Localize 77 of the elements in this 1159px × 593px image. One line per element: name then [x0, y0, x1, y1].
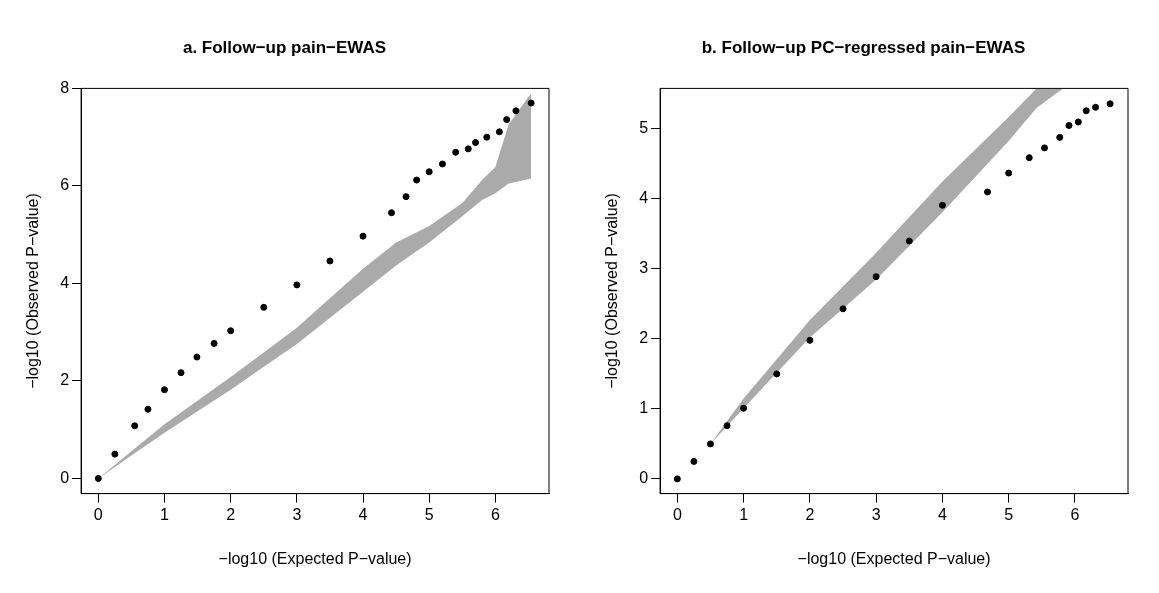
point: [527, 99, 535, 107]
point: [293, 281, 301, 289]
point: [177, 369, 185, 377]
y-tick-label: 2: [639, 329, 649, 347]
x-tick-label: 1: [739, 505, 749, 523]
y-tick-label: 1: [639, 399, 649, 417]
point: [673, 475, 681, 483]
x-tick-label: 2: [805, 505, 815, 523]
x-tick-label: 4: [937, 505, 947, 523]
x-tick-label: 5: [424, 505, 434, 523]
point: [1092, 103, 1100, 111]
y-tick-label: 8: [60, 78, 70, 96]
point: [111, 450, 119, 458]
y-tick-label: 4: [639, 189, 649, 207]
point: [472, 139, 480, 147]
x-axis-title: −log10 (Expected P−value): [797, 549, 991, 567]
y-tick-label: 2: [60, 371, 70, 389]
point: [740, 404, 748, 412]
point: [402, 193, 410, 201]
point: [938, 201, 946, 209]
point: [160, 386, 168, 394]
point: [131, 422, 139, 430]
point: [1056, 133, 1064, 141]
y-tick-label: 4: [60, 273, 70, 291]
y-tick-label: 6: [60, 176, 70, 194]
point: [872, 273, 880, 281]
point: [905, 237, 913, 245]
point: [1106, 100, 1114, 108]
x-tick-label: 2: [226, 505, 236, 523]
point: [690, 457, 698, 465]
point: [438, 160, 446, 168]
chart-title: b. Follow−up PC−regressed pain−EWAS: [701, 37, 1026, 57]
x-tick-label: 0: [93, 505, 103, 523]
y-tick-label: 0: [60, 468, 70, 486]
x-tick-label: 4: [358, 505, 368, 523]
x-tick-label: 3: [871, 505, 881, 523]
point: [706, 440, 714, 448]
y-tick-label: 5: [639, 119, 649, 137]
point: [839, 305, 847, 313]
point: [1065, 121, 1073, 129]
point: [144, 405, 152, 413]
x-tick-label: 1: [160, 505, 170, 523]
y-axis-title: −log10 (Observed P−value): [603, 193, 621, 389]
point: [773, 370, 781, 378]
y-tick-label: 0: [639, 469, 649, 487]
y-axis-title: −log10 (Observed P−value): [24, 193, 42, 389]
point: [495, 128, 503, 136]
point: [210, 339, 218, 347]
point: [512, 107, 520, 115]
point: [1082, 107, 1090, 115]
point: [1040, 144, 1048, 152]
point: [425, 168, 433, 176]
point: [1025, 154, 1033, 162]
point: [359, 232, 367, 240]
point: [326, 257, 334, 265]
point: [806, 336, 814, 344]
x-tick-label: 6: [1070, 505, 1080, 523]
point: [1074, 118, 1082, 126]
point: [1005, 169, 1013, 177]
point: [723, 422, 731, 430]
point: [260, 303, 268, 311]
point: [483, 133, 491, 141]
x-tick-label: 3: [292, 505, 302, 523]
point: [984, 188, 991, 196]
chart-title: a. Follow−up pain−EWAS: [182, 37, 387, 57]
x-axis-title: −log10 (Expected P−value): [218, 549, 412, 567]
point: [464, 145, 472, 153]
x-tick-label: 6: [490, 505, 500, 523]
x-tick-label: 0: [672, 505, 682, 523]
point: [193, 353, 201, 361]
point: [503, 116, 511, 124]
point: [227, 327, 235, 335]
point: [387, 209, 395, 217]
point: [413, 176, 421, 184]
x-tick-label: 5: [1004, 505, 1014, 523]
y-tick-label: 3: [639, 259, 649, 277]
point: [452, 148, 460, 156]
